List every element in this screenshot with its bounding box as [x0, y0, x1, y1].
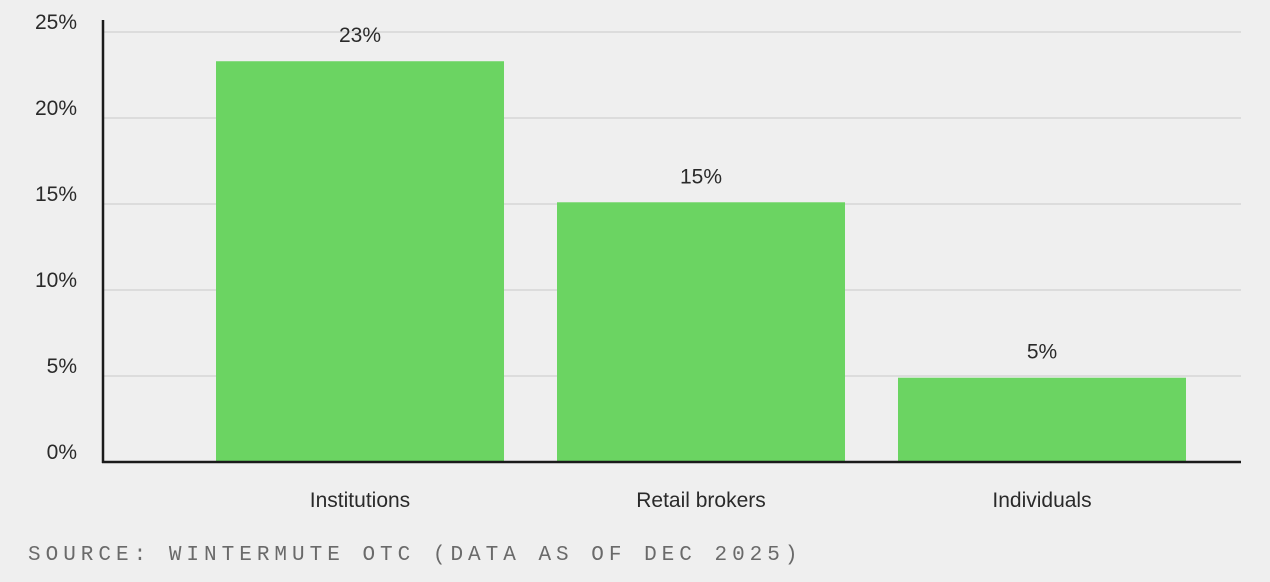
- data-label: 15%: [680, 165, 722, 188]
- bar-individuals: [898, 377, 1186, 462]
- category-label: Institutions: [310, 489, 410, 512]
- y-tick-labels: 0% 5% 10% 15% 20% 25%: [35, 11, 77, 464]
- data-label: 23%: [339, 24, 381, 47]
- data-labels: 23% 15% 5%: [339, 24, 1057, 363]
- axes: [101, 20, 1241, 464]
- y-tick-label: 25%: [35, 11, 77, 34]
- bar-retail-brokers: [557, 202, 845, 462]
- category-label: Individuals: [992, 489, 1091, 512]
- bars: [216, 61, 1186, 463]
- source-note: SOURCE: WINTERMUTE OTC (DATA AS OF DEC 2…: [28, 544, 803, 567]
- y-tick-label: 10%: [35, 269, 77, 292]
- category-labels: Institutions Retail brokers Individuals: [310, 489, 1092, 512]
- y-tick-label: 5%: [47, 355, 77, 378]
- category-label: Retail brokers: [636, 489, 766, 512]
- bar-institutions: [216, 61, 504, 463]
- y-tick-label: 20%: [35, 97, 77, 120]
- data-label: 5%: [1027, 341, 1057, 364]
- y-tick-label: 15%: [35, 183, 77, 206]
- y-tick-label: 0%: [47, 441, 77, 464]
